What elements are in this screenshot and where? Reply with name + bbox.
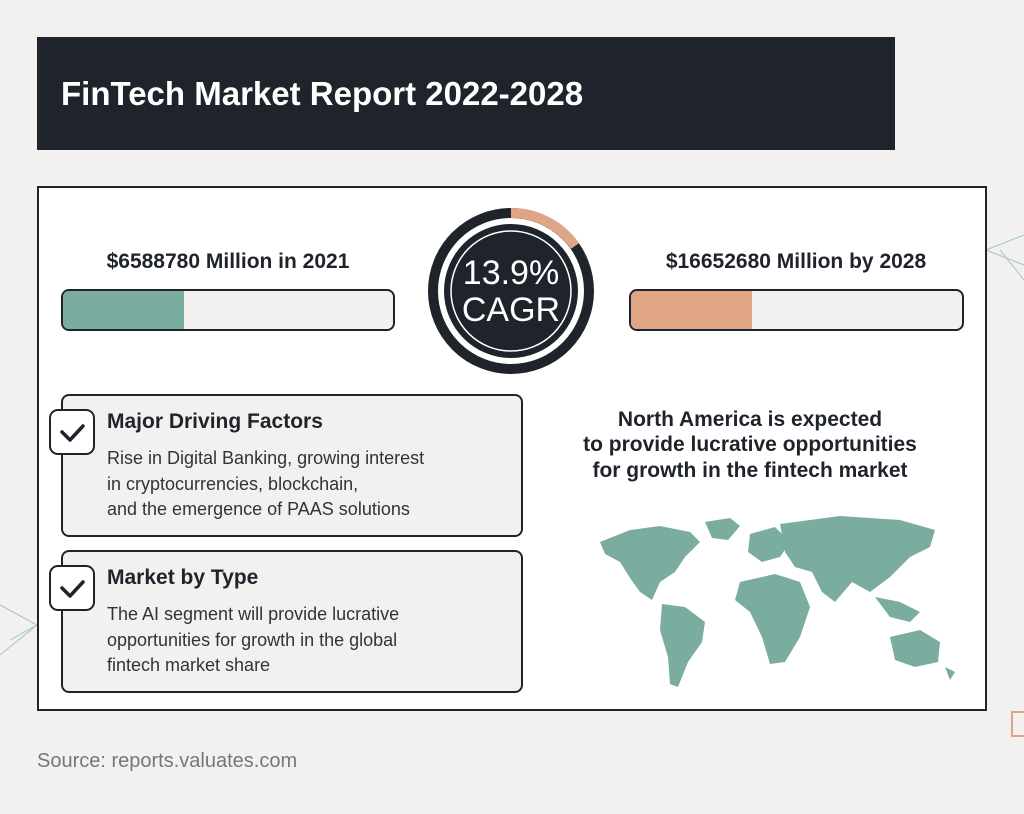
card-title: Major Driving Factors [107,410,323,433]
card-line: in cryptocurrencies, blockchain, [107,474,359,494]
stat-label: $16652680 Million by 2028 [665,250,927,273]
info-card: Market by Type The AI segment will provi… [61,550,523,693]
stat-bar [629,289,964,331]
cagr-value: 13.9% [463,254,559,292]
header: FinTech Market Report 2022-2028 [37,37,895,150]
header-title: FinTech Market Report 2022-2028 [61,75,584,112]
world-map [600,516,955,687]
cagr-label: CAGR [462,291,560,329]
card-title: Market by Type [107,566,259,589]
stat-bar-fill [631,291,752,329]
card-line: Rise in Digital Banking, growing interes… [107,448,425,468]
region-note: to provide lucrative opportunities [583,433,917,456]
source-note: Source: reports.valuates.com [37,750,298,772]
check-icon [49,565,95,611]
stat-bar [61,289,395,331]
stat-label: $6588780 Million in 2021 [106,250,350,273]
check-icon [49,409,95,455]
card-line: opportunities for growth in the global [107,630,398,650]
info-card: Major Driving Factors Rise in Digital Ba… [61,394,523,537]
region-note: North America is expected [617,408,883,431]
cagr-badge: 13.9% CAGR [428,207,594,374]
stat-bar-fill [63,291,184,329]
region-note: for growth in the fintech market [592,459,908,482]
card-line: The AI segment will provide lucrative [107,604,400,624]
card-line: and the emergence of PAAS solutions [107,499,410,519]
card-line: fintech market share [107,655,271,675]
